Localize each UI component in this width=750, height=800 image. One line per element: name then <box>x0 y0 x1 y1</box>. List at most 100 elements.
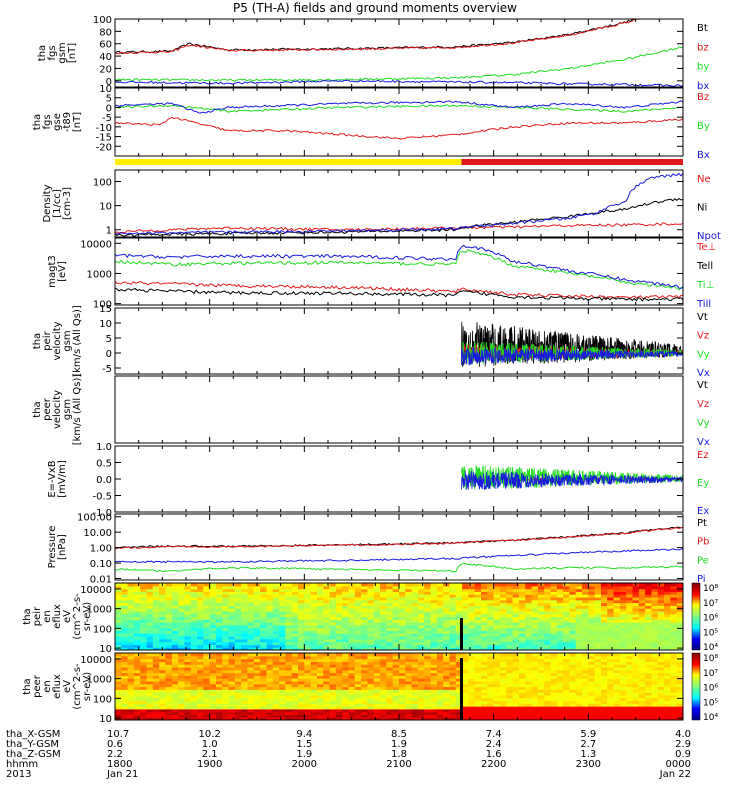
heatmap-cell <box>247 596 255 601</box>
heatmap-cell <box>582 666 589 671</box>
heatmap-cell <box>645 706 653 710</box>
heatmap-cell <box>607 653 615 657</box>
heatmap-cell <box>575 653 583 657</box>
y-tick-label: 0 <box>106 349 112 360</box>
heatmap-cell <box>197 605 204 609</box>
heatmap-cell <box>310 672 318 676</box>
heatmap-cell <box>607 622 615 626</box>
heatmap-cell <box>316 708 324 713</box>
heatmap-cell <box>436 636 444 640</box>
heatmap-cell <box>449 622 457 626</box>
heatmap-cell <box>493 680 501 685</box>
heatmap-cell <box>329 672 337 676</box>
legend-label-Till: Till <box>696 299 711 310</box>
heatmap-cell <box>203 714 211 718</box>
heatmap-cell <box>354 585 362 590</box>
heatmap-cell <box>588 683 596 688</box>
heatmap-cell <box>159 599 167 604</box>
y-axis-label: [eV] <box>57 261 68 282</box>
heatmap-cell <box>348 697 356 702</box>
heatmap-cell <box>203 641 211 646</box>
heatmap-cell <box>165 647 173 650</box>
heatmap-cell <box>380 622 387 626</box>
heatmap-cell <box>455 594 463 598</box>
heatmap-cell <box>260 630 268 634</box>
heatmap-cell <box>588 583 596 587</box>
panel-frame <box>114 18 684 88</box>
heatmap-cell <box>304 588 312 592</box>
heatmap-cell <box>342 700 350 704</box>
heatmap-cell <box>506 638 514 643</box>
heatmap-cell <box>632 624 640 629</box>
heatmap-cell <box>133 636 141 640</box>
heatmap-cell <box>537 666 545 671</box>
colorbar-tick-label: 10⁴ <box>703 643 718 653</box>
heatmap-cell <box>184 613 192 618</box>
heatmap-cell <box>165 610 173 615</box>
heatmap-cell <box>544 714 552 718</box>
heatmap-cell <box>417 636 425 640</box>
heatmap-cell <box>676 711 683 716</box>
heatmap-cell <box>222 622 230 626</box>
heatmap-cell <box>436 700 444 704</box>
heatmap-cell <box>575 633 583 637</box>
heatmap-cell <box>386 706 394 710</box>
heatmap-cell <box>645 672 653 676</box>
heatmap-cell <box>626 678 634 682</box>
heatmap-cell <box>348 624 356 629</box>
y-axis-label: fgs <box>42 114 53 129</box>
heatmap-cell <box>197 636 204 640</box>
heatmap-cell <box>556 714 564 718</box>
heatmap-cell <box>468 624 476 629</box>
heatmap-cell <box>462 605 470 609</box>
heatmap-cell <box>146 638 154 643</box>
heatmap-cell <box>304 714 312 718</box>
heatmap-cell <box>544 703 552 707</box>
heatmap-cell <box>613 680 621 685</box>
heatmap-cell <box>664 608 671 612</box>
heatmap-cell <box>455 697 463 702</box>
heatmap-cell <box>234 680 242 685</box>
heatmap-cell <box>512 686 520 690</box>
heatmap-cell <box>304 661 312 665</box>
heatmap-cell <box>613 689 621 693</box>
heatmap-cell <box>140 714 148 718</box>
heatmap-cell <box>657 714 665 718</box>
heatmap-cell <box>260 683 268 688</box>
heatmap-cell <box>115 655 122 660</box>
heatmap-cell <box>272 680 280 685</box>
y-tick-label: 15 <box>99 304 112 315</box>
heatmap-cell <box>165 717 173 720</box>
heatmap-cell <box>619 680 627 685</box>
heatmap-cell <box>607 717 615 720</box>
heatmap-cell <box>411 605 419 609</box>
heatmap-cell <box>178 594 186 598</box>
heatmap-cell <box>184 658 192 662</box>
y-axis-label: velocity <box>52 390 63 429</box>
heatmap-cell <box>613 703 621 707</box>
heatmap-cell <box>626 622 634 626</box>
heatmap-cell <box>481 636 488 640</box>
heatmap-cell <box>127 613 135 618</box>
heatmap-cell <box>525 714 533 718</box>
heatmap-cell <box>632 591 640 595</box>
heatmap-cell <box>361 697 369 702</box>
heatmap-cell <box>380 689 387 693</box>
heatmap-cell <box>399 658 406 662</box>
heatmap-cell <box>215 658 223 662</box>
y-tick-label: 1.00 <box>90 544 112 555</box>
heatmap-cell <box>272 697 280 702</box>
heatmap-cell <box>424 669 432 674</box>
heatmap-cell <box>348 700 356 704</box>
heatmap-cell <box>537 714 545 718</box>
heatmap-cell <box>638 686 646 690</box>
heatmap-cell <box>506 708 514 713</box>
heatmap-cell <box>436 714 444 718</box>
heatmap-cell <box>518 653 526 657</box>
heatmap-cell <box>127 608 135 612</box>
heatmap-cell <box>209 706 217 710</box>
heatmap-cell <box>600 627 608 632</box>
heatmap-cell <box>443 599 451 604</box>
heatmap-cell <box>140 608 148 612</box>
heatmap-cell <box>462 694 470 699</box>
